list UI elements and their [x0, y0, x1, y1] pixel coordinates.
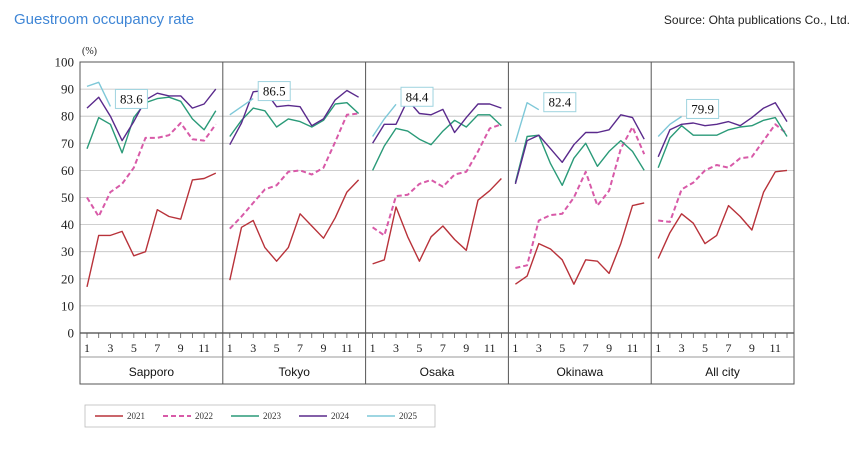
x-tick-label: 9: [463, 341, 469, 355]
y-tick-label: 90: [61, 82, 74, 97]
frame-layer: [79, 61, 795, 385]
x-tick-label: 1: [227, 341, 233, 355]
series-line-2022: [515, 126, 646, 269]
x-tick-label: 9: [178, 341, 184, 355]
series-line-2024: [229, 89, 359, 146]
series-line-2024: [514, 114, 645, 185]
series-line-2022: [372, 123, 502, 237]
callout-value: 79.9: [691, 101, 714, 116]
series-layer: [86, 81, 788, 288]
x-tick-label: 5: [416, 341, 422, 355]
chart-title: Guestroom occupancy rate: [14, 11, 195, 28]
callout-box: [257, 81, 291, 102]
x-tick-label: 9: [320, 341, 326, 355]
y-tick-label: 60: [61, 163, 74, 178]
series-line-2023: [657, 116, 788, 168]
x-tick-label: 3: [393, 341, 399, 355]
series-line-2025: [229, 98, 254, 116]
callout-value: 83.6: [120, 91, 143, 106]
series-line-2021: [657, 169, 788, 259]
y-tick-label: 70: [61, 136, 74, 151]
x-tick-label: 7: [583, 341, 589, 355]
series-line-2021: [86, 172, 217, 288]
city-label: Osaka: [420, 365, 455, 379]
legend-box: [84, 404, 436, 428]
callout-box: [400, 86, 434, 107]
series-line-2023: [86, 96, 217, 154]
y-tick-label: 100: [55, 55, 75, 70]
callout-value: 84.4: [406, 89, 429, 104]
x-tick-label: 1: [512, 341, 518, 355]
callout-value: 86.5: [263, 84, 286, 99]
y-tick-label: 0: [68, 326, 75, 341]
callout-box: [543, 92, 577, 113]
legend-label: 2024: [331, 411, 350, 421]
x-tick-label: 3: [107, 341, 113, 355]
x-tick-label: 11: [198, 341, 210, 355]
series-line-2021: [372, 178, 502, 265]
callout-box: [114, 88, 148, 109]
y-tick-label: 30: [61, 244, 74, 259]
city-label: Okinawa: [556, 365, 603, 379]
series-line-2025: [514, 101, 540, 143]
x-tick-label: 7: [725, 341, 731, 355]
x-tick-label: 11: [341, 341, 353, 355]
x-tick-label: 5: [274, 341, 280, 355]
city-label: Sapporo: [129, 365, 175, 379]
y-tick-label: 40: [61, 217, 74, 232]
x-tick-label: 11: [484, 341, 496, 355]
callout-value: 82.4: [548, 95, 571, 110]
series-line-2023: [229, 101, 360, 137]
x-tick-label: 5: [131, 341, 137, 355]
y-unit-label: (%): [82, 46, 97, 57]
series-line-2025: [657, 115, 682, 137]
series-line-2022: [658, 123, 788, 223]
x-tick-label: 5: [559, 341, 565, 355]
series-line-2023: [371, 114, 502, 171]
x-tick-label: 3: [536, 341, 542, 355]
series-line-2024: [372, 99, 502, 144]
source-note: Source: Ohta publications Co., Ltd.: [663, 13, 850, 27]
y-tick-label: 10: [61, 298, 74, 313]
x-tick-label: 7: [440, 341, 446, 355]
series-line-2024: [86, 88, 217, 142]
city-label: All city: [705, 365, 740, 379]
series-line-2024: [657, 101, 788, 158]
x-tick-label: 3: [679, 341, 685, 355]
series-line-2025: [372, 103, 397, 137]
series-line-2025: [86, 81, 112, 107]
series-line-2021: [515, 202, 645, 285]
y-tick-label: 80: [61, 109, 74, 124]
x-tick-label: 1: [655, 341, 661, 355]
x-tick-label: 9: [606, 341, 612, 355]
x-tick-label: 1: [370, 341, 376, 355]
legend-label: 2023: [263, 411, 282, 421]
x-tick-label: 5: [702, 341, 708, 355]
x-tick-label: 7: [154, 341, 160, 355]
legend-label: 2022: [195, 411, 213, 421]
plot-frame: [79, 61, 795, 385]
legend-layer: 2021 2022 2023 2024 2025: [84, 404, 436, 428]
callout-box: [686, 98, 720, 119]
x-tick-label: 9: [749, 341, 755, 355]
series-line-2022: [229, 112, 359, 230]
y-tick-label: 20: [61, 271, 74, 286]
x-tick-label: 11: [770, 341, 782, 355]
x-tick-label: 1: [84, 341, 90, 355]
x-tick-label: 7: [297, 341, 303, 355]
series-line-2021: [229, 179, 360, 281]
x-tick-label: 11: [627, 341, 639, 355]
city-label: Tokyo: [279, 365, 311, 379]
legend-label: 2021: [127, 411, 145, 421]
x-tick-label: 3: [250, 341, 256, 355]
series-line-2022: [86, 122, 217, 218]
legend-label: 2025: [399, 411, 418, 421]
y-tick-label: 50: [61, 190, 74, 205]
